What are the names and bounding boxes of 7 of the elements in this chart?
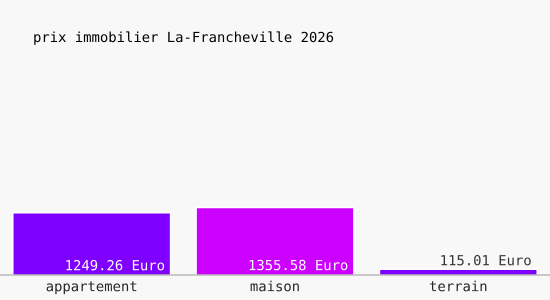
data-label: 1249.26 Euro xyxy=(66,260,164,270)
x-tick-label: terrain xyxy=(430,280,486,292)
chart-title: prix immobilier La-Francheville 2026 xyxy=(34,31,334,45)
x-tick-label: appartement xyxy=(46,281,136,294)
data-label: 115.01 Euro xyxy=(441,254,531,266)
data-label: 1355.58 Euro xyxy=(250,260,348,270)
x-tick-label: maison xyxy=(250,280,299,292)
